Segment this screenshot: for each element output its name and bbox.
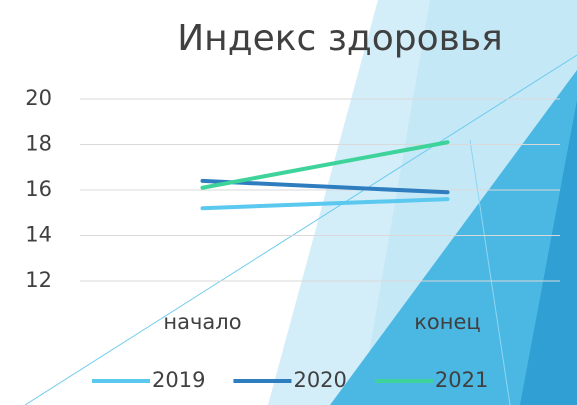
x-tick-label: начало (163, 310, 241, 334)
legend-label: 2019 (152, 368, 205, 392)
background-decoration (25, 0, 577, 405)
y-tick-label: 16 (25, 177, 52, 201)
legend-label: 2021 (435, 368, 488, 392)
y-tick-label: 12 (25, 268, 52, 292)
x-tick-label: конец (414, 310, 480, 334)
chart-title: Индекс здоровья (177, 18, 503, 59)
y-tick-label: 18 (25, 132, 52, 156)
y-tick-label: 14 (25, 223, 52, 247)
y-tick-label: 20 (25, 86, 52, 110)
legend-label: 2020 (293, 368, 346, 392)
chart: Индекс здоровья 12 14 16 18 20 начало конец 201… (0, 0, 577, 405)
